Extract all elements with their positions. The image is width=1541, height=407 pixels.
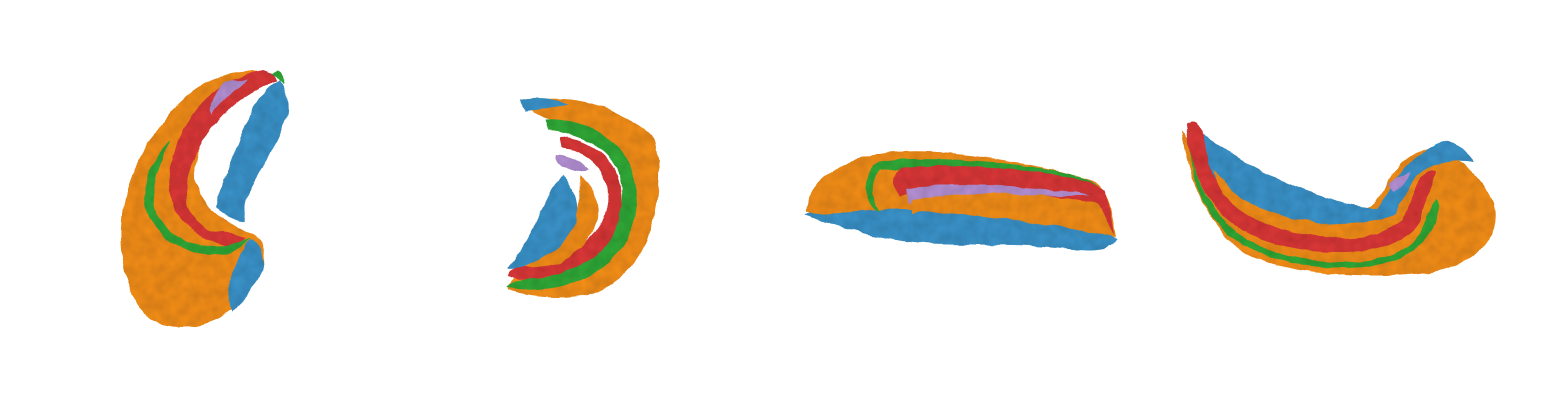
subfield-purple [1388, 172, 1410, 192]
subfield-blue-lower [228, 240, 265, 312]
subfield-purple [210, 80, 248, 114]
subfield-purple [555, 154, 590, 173]
subfield-blue [805, 205, 1118, 251]
subfield-blue [1200, 132, 1474, 225]
surface-view-2 [506, 97, 660, 298]
subfield-blue-top [520, 97, 568, 112]
subfield-orange-inner [518, 176, 599, 268]
subfield-red [894, 165, 1114, 236]
subfield-orange [120, 70, 266, 327]
subfield-red [508, 136, 622, 280]
subfield-purple [905, 184, 1090, 204]
subfield-blue [508, 176, 578, 269]
subfield-orange-inner [1214, 170, 1396, 236]
subfield-blue [215, 80, 289, 222]
subfield-orange-inner [912, 196, 1104, 220]
surface-view-4 [1182, 122, 1496, 276]
surface-view-1 [120, 70, 289, 327]
subfield-red [169, 70, 276, 246]
surface-view-3 [805, 151, 1118, 251]
subfield-red [1186, 122, 1436, 252]
subfield-green [145, 140, 250, 255]
subfield-green-top [270, 70, 285, 84]
